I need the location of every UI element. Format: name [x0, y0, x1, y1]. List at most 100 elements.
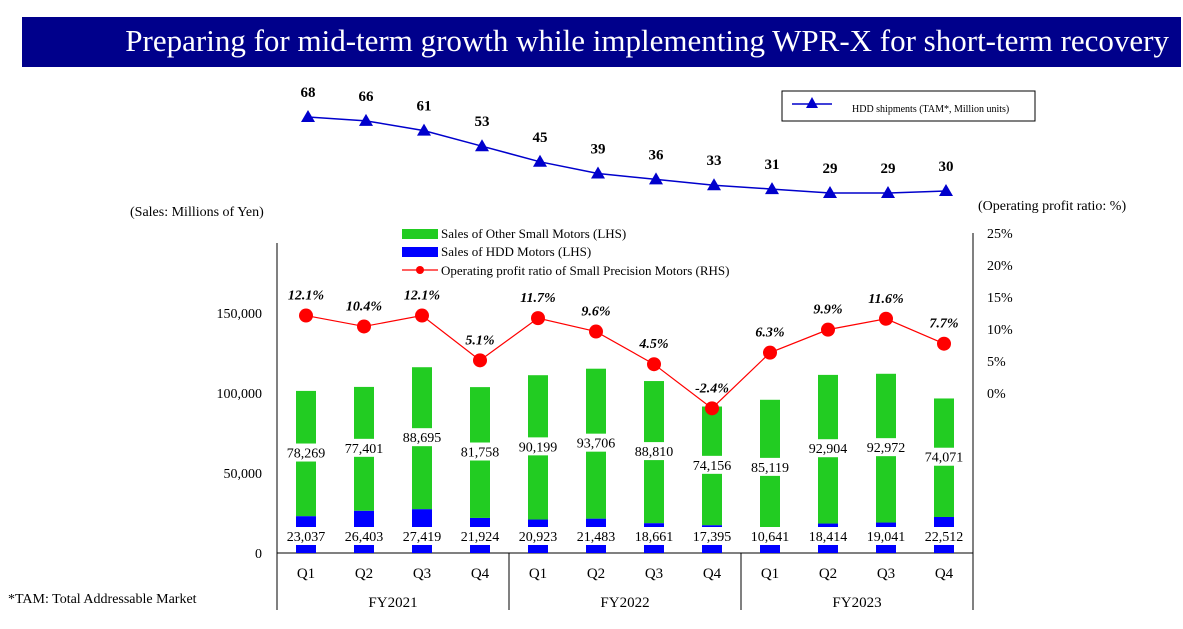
hdd-label-bg [455, 527, 505, 545]
profit-ratio-label: 11.7% [520, 291, 555, 306]
legend-text-profit: Operating profit ratio of Small Precisio… [441, 263, 730, 278]
right-tick-label: 10% [987, 323, 1013, 338]
profit-ratio-label: -2.4% [695, 381, 729, 396]
hdd-shipments-marker [533, 154, 547, 167]
category-label: Q2 [587, 566, 605, 582]
hdd-shipments-marker [591, 166, 605, 179]
hdd-motor-value-label: 20,923 [519, 530, 558, 545]
hdd-label-bg [629, 527, 679, 545]
hdd-shipments-marker [301, 109, 315, 122]
hdd-legend-marker [806, 97, 818, 108]
hdd-shipments-marker [881, 186, 895, 198]
hdd-shipments-marker [649, 172, 663, 185]
profit-ratio-point [473, 353, 487, 368]
profit-ratio-label: 10.4% [346, 299, 382, 314]
other-motor-value-label: 88,810 [635, 445, 674, 460]
hdd-motor-value-label: 21,483 [577, 530, 616, 545]
right-tick-label: 15% [987, 291, 1013, 306]
hdd-shipments-label: 45 [533, 130, 548, 146]
profit-ratio-point [357, 319, 371, 334]
hdd-shipments-marker [765, 182, 779, 195]
category-label: Q1 [761, 566, 779, 582]
other-label-bg [919, 447, 969, 466]
category-label: Q4 [935, 566, 954, 582]
hdd-shipments-marker [359, 113, 373, 126]
hdd-label-bg [513, 527, 563, 545]
other-label-bg [397, 428, 447, 447]
right-axis-title: (Operating profit ratio: %) [978, 199, 1126, 214]
hdd-shipments-label: 39 [591, 142, 606, 158]
group-label: FY2023 [832, 595, 881, 611]
profit-ratio-label: 6.3% [755, 326, 784, 341]
hdd-motor-value-label: 10,641 [751, 530, 790, 545]
category-label: Q1 [529, 566, 547, 582]
hdd-label-bg [919, 527, 969, 545]
hdd-motor-value-label: 22,512 [925, 530, 964, 545]
hdd-shipments-label: 31 [765, 157, 780, 173]
other-motor-value-label: 92,904 [809, 442, 848, 457]
profit-ratio-label: 12.1% [404, 289, 440, 304]
other-motor-value-label: 77,401 [345, 442, 384, 457]
right-tick-label: 5% [987, 355, 1006, 370]
category-label: Q3 [877, 566, 895, 582]
hdd-shipments-layer [301, 90, 1036, 198]
category-label: Q2 [355, 566, 373, 582]
page-title: Preparing for mid-term growth while impl… [125, 23, 1169, 58]
hdd-motor-value-label: 27,419 [403, 530, 442, 545]
hdd-motor-value-label: 18,414 [809, 530, 848, 545]
profit-ratio-point [299, 308, 313, 323]
legend-swatch-other [402, 229, 438, 239]
hdd-shipments-marker [475, 139, 489, 152]
hdd-shipments-label: 29 [823, 161, 838, 177]
profit-ratio-label: 9.9% [813, 303, 842, 318]
hdd-shipments-label: 33 [707, 153, 722, 169]
hdd-shipments-label: 30 [939, 159, 954, 175]
hdd-shipments-label: 29 [881, 161, 896, 177]
category-label: Q2 [819, 566, 837, 582]
hdd-shipments-label: 66 [359, 89, 375, 105]
labels-layer: FY2021 FY2022 FY2023 0 50,000 100,000 150,000 (… [130, 85, 1126, 611]
other-motor-value-label: 92,972 [867, 441, 906, 456]
profit-ratio-point [705, 401, 719, 416]
hdd-shipments-line [307, 116, 947, 194]
category-label: Q3 [645, 566, 663, 582]
hdd-motor-value-label: 17,395 [693, 530, 732, 545]
hdd-legend-box [781, 90, 1036, 122]
axes-layer [276, 233, 974, 610]
profit-ratio-point [763, 345, 777, 360]
group-label: FY2021 [368, 595, 417, 611]
right-tick-label: 0% [987, 387, 1006, 402]
hdd-shipments-label: 61 [417, 99, 432, 115]
profit-ratio-point [879, 311, 893, 326]
other-motor-value-label: 88,695 [403, 431, 442, 446]
profit-line-layer [299, 266, 951, 416]
profit-ratio-line [305, 314, 945, 410]
hdd-shipments-marker [707, 178, 721, 191]
profit-ratio-label: 7.7% [929, 317, 958, 332]
profit-ratio-point [589, 324, 603, 339]
profit-ratio-label: 12.1% [288, 289, 324, 304]
hdd-shipments-label: 53 [475, 114, 490, 130]
right-tick-label: 20% [987, 259, 1013, 274]
left-tick-label: 150,000 [217, 307, 263, 322]
hdd-motor-value-label: 19,041 [867, 530, 906, 545]
profit-ratio-point [937, 336, 951, 351]
hdd-shipments-marker [823, 186, 837, 198]
left-tick-label: 0 [255, 547, 262, 562]
other-label-bg [571, 433, 621, 452]
profit-ratio-label: 4.5% [638, 337, 668, 352]
other-motor-value-label: 74,156 [693, 459, 732, 474]
hdd-motor-value-label: 18,661 [635, 530, 674, 545]
legend-marker-profit [416, 266, 424, 274]
hdd-label-bg [861, 527, 911, 545]
hdd-label-bg [281, 527, 331, 545]
hdd-label-bg [803, 527, 853, 545]
footnote: *TAM: Total Addressable Market [8, 592, 197, 607]
hdd-shipments-marker [417, 123, 431, 136]
hdd-motor-value-label: 26,403 [345, 530, 384, 545]
other-motor-value-label: 93,706 [577, 437, 616, 452]
hdd-label-bg [745, 527, 795, 545]
left-tick-label: 100,000 [217, 387, 263, 402]
category-label: Q1 [297, 566, 315, 582]
